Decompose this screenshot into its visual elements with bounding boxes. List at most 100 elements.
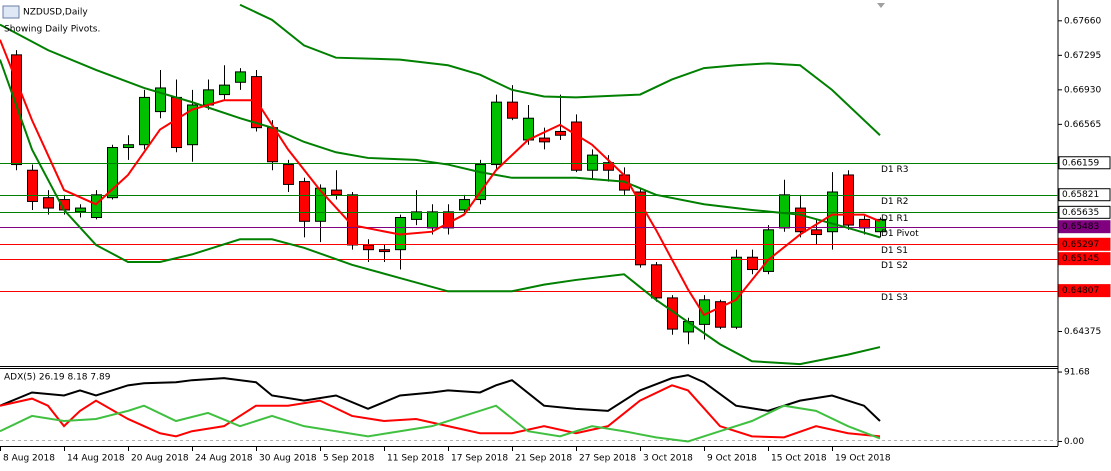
pivot-label: D1 R2 bbox=[881, 197, 909, 207]
candle-body bbox=[859, 218, 870, 229]
pivot-price-box bbox=[1058, 188, 1111, 202]
y-tick-label: 0.67295 bbox=[1064, 51, 1101, 61]
pivot-price-label: 0.66159 bbox=[1062, 158, 1099, 168]
candle-body bbox=[123, 144, 134, 149]
chart-subtitle: Showing Daily Pivots. bbox=[4, 25, 100, 35]
symbol-icon bbox=[2, 5, 20, 19]
y-tick-label: 0.67660 bbox=[1064, 16, 1101, 26]
candle-body bbox=[427, 211, 438, 229]
candle-body bbox=[795, 207, 806, 233]
candle-body bbox=[299, 181, 310, 222]
pivot-label: D1 S2 bbox=[881, 261, 908, 271]
pivot-price-label: 0.65483 bbox=[1062, 222, 1099, 232]
candle-body bbox=[635, 191, 646, 266]
pivot-price-box bbox=[1058, 252, 1111, 266]
x-tick-label: 19 Oct 2018 bbox=[835, 454, 891, 464]
candle-body bbox=[651, 264, 662, 299]
panels bbox=[0, 0, 1059, 447]
pivot-price-box bbox=[1058, 237, 1111, 251]
pivot-label: D1 R3 bbox=[881, 165, 909, 175]
x-tick-label: 20 Aug 2018 bbox=[131, 454, 189, 464]
candle-body bbox=[667, 297, 678, 330]
candle-body bbox=[43, 197, 54, 209]
pivot-label: D1 S3 bbox=[881, 293, 908, 303]
pivot-price-box bbox=[1058, 220, 1111, 234]
y-tick-label: 0.66930 bbox=[1064, 85, 1101, 95]
candle-body bbox=[363, 244, 374, 251]
indicator-tick-label: 0.00 bbox=[1064, 437, 1084, 447]
candle-body bbox=[475, 164, 486, 201]
indicator-line bbox=[0, 404, 881, 443]
pivot-label: D1 S1 bbox=[881, 246, 908, 256]
candle-body bbox=[603, 162, 614, 171]
pivot-label: D1 Pivot bbox=[881, 229, 919, 239]
pivot-price-label: 0.65635 bbox=[1062, 208, 1099, 218]
candle-body bbox=[235, 71, 246, 83]
chart-title: NZDUSD,Daily bbox=[23, 8, 88, 18]
pivot-price-label: 0.65297 bbox=[1062, 240, 1099, 250]
candle-body bbox=[219, 84, 230, 96]
shift-marker bbox=[877, 3, 885, 8]
candle-body bbox=[139, 96, 150, 146]
candle-body bbox=[539, 137, 550, 143]
candle-body bbox=[555, 130, 566, 136]
overlay-line bbox=[0, 23, 881, 239]
x-tick-label: 9 Oct 2018 bbox=[707, 454, 757, 464]
pivot-price-label: 0.65821 bbox=[1062, 190, 1099, 200]
candle-body bbox=[379, 249, 390, 253]
candle-body bbox=[315, 187, 326, 222]
candle-body bbox=[843, 174, 854, 226]
x-tick-label: 15 Oct 2018 bbox=[771, 454, 827, 464]
y-tick-label: 0.66565 bbox=[1064, 120, 1101, 130]
x-tick-label: 3 Oct 2018 bbox=[643, 454, 693, 464]
candle-body bbox=[763, 229, 774, 272]
candle-body bbox=[507, 101, 518, 119]
x-tick-label: 5 Sep 2018 bbox=[323, 454, 375, 464]
x-tick-label: 8 Aug 2018 bbox=[3, 454, 55, 464]
pivot-price-box bbox=[1058, 205, 1111, 219]
overlay-line bbox=[0, 59, 881, 366]
candle-body bbox=[347, 194, 358, 246]
candle-body bbox=[875, 218, 886, 233]
candle-body bbox=[747, 256, 758, 271]
pivot-price-label: 0.65145 bbox=[1062, 254, 1099, 264]
overlay bbox=[0, 3, 1058, 366]
x-tick-label: 17 Sep 2018 bbox=[451, 454, 508, 464]
x-tick-label: 24 Aug 2018 bbox=[195, 454, 253, 464]
pivot-price-box bbox=[1058, 156, 1111, 170]
indicator-line bbox=[0, 384, 881, 439]
x-tick-label: 30 Aug 2018 bbox=[259, 454, 317, 464]
pivot-label: D1 R1 bbox=[881, 214, 909, 224]
candle-body bbox=[779, 194, 790, 229]
candle-body bbox=[91, 194, 102, 219]
candle-body bbox=[187, 104, 198, 146]
indicator-label: ADX(5) 26.19 8.18 7.89 bbox=[4, 373, 111, 383]
candle-body bbox=[75, 207, 86, 213]
candle-body bbox=[811, 229, 822, 236]
x-tick-label: 27 Sep 2018 bbox=[579, 454, 636, 464]
candle-body bbox=[155, 87, 166, 113]
candle-body bbox=[731, 256, 742, 328]
overlay-line bbox=[0, 39, 881, 317]
overlay-line bbox=[239, 3, 881, 136]
pivot-price-label: 0.64807 bbox=[1062, 286, 1099, 296]
candle-body bbox=[411, 211, 422, 220]
candle-body bbox=[203, 89, 214, 106]
x-tick-label: 14 Aug 2018 bbox=[67, 454, 125, 464]
candle-body bbox=[331, 189, 342, 196]
x-tick-label: 11 Sep 2018 bbox=[387, 454, 444, 464]
candle-body bbox=[491, 101, 502, 166]
pivot-price-box bbox=[1058, 284, 1111, 298]
candle-body bbox=[283, 164, 294, 185]
candle-body bbox=[459, 199, 470, 211]
candle-body bbox=[523, 117, 534, 141]
candle-body bbox=[571, 121, 582, 171]
header: NZDUSD,Daily Showing Daily Pivots. ADX(5… bbox=[2, 5, 111, 383]
x-tick-label: 21 Sep 2018 bbox=[515, 454, 572, 464]
candle-body bbox=[11, 54, 22, 166]
candle-body bbox=[827, 191, 838, 233]
candle-body bbox=[27, 169, 38, 202]
indicator-tick-label: 91.68 bbox=[1064, 368, 1090, 378]
